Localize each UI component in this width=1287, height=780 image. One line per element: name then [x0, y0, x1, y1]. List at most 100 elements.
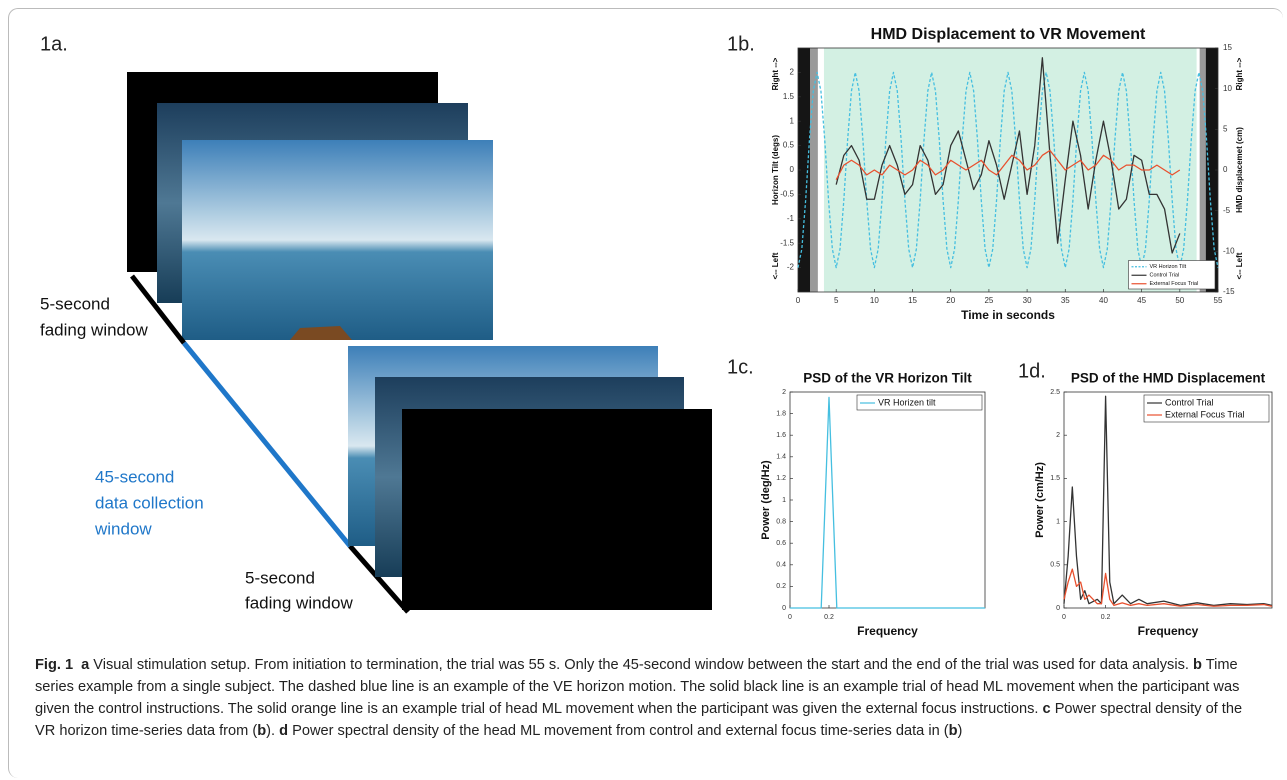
- y-tick-label: 2: [782, 389, 786, 396]
- caption-text: d: [279, 723, 288, 739]
- setup-label: 45-second: [95, 467, 174, 486]
- y2-direction-label: <-- Left: [1235, 252, 1244, 279]
- setup-label: 5-second: [40, 294, 110, 313]
- y-tick-label: 1: [790, 116, 795, 125]
- legend-label: VR Horizon Tilt: [1150, 264, 1187, 270]
- y-tick-label: -2: [787, 263, 795, 272]
- legend-label: Control Trial: [1150, 273, 1180, 279]
- x-tick-label: 0.2: [1101, 614, 1111, 621]
- x-tick-label: 0: [796, 296, 801, 305]
- x-tick-label: 10: [870, 296, 879, 305]
- panel-label: 1d.: [1018, 360, 1046, 382]
- y-tick-label: -1.5: [780, 238, 794, 247]
- x-tick-label: 25: [984, 296, 993, 305]
- chart-title: PSD of the VR Horizon Tilt: [803, 371, 972, 386]
- chart-title: PSD of the HMD Displacement: [1071, 371, 1266, 386]
- legend-label: VR Horizen tilt: [878, 397, 936, 407]
- x-tick-label: 15: [908, 296, 917, 305]
- x-axis-label: Frequency: [1138, 624, 1199, 638]
- x-tick-label: 40: [1099, 296, 1108, 305]
- caption-text: ).: [266, 723, 279, 739]
- x-tick-label: 45: [1137, 296, 1146, 305]
- y-tick-label: 1.8: [776, 410, 786, 417]
- y-tick-label: 2: [790, 68, 795, 77]
- caption-text: Fig. 1: [35, 657, 73, 673]
- x-tick-label: 55: [1214, 296, 1223, 305]
- y-tick-label: 0.8: [776, 518, 786, 525]
- y2-tick-label: 10: [1223, 84, 1232, 93]
- caption-text: ): [958, 723, 963, 739]
- x-tick-label: 30: [1023, 296, 1032, 305]
- panel-label: 1c.: [727, 356, 754, 378]
- x-tick-label: 20: [946, 296, 955, 305]
- y-direction-label: <-- Left: [771, 252, 780, 279]
- y-tick-label: 0: [790, 165, 795, 174]
- y-tick-label: 2.5: [1050, 389, 1060, 396]
- y2-tick-label: -5: [1223, 206, 1231, 215]
- plot-frame: [1064, 392, 1272, 608]
- legend-label: External Focus Trial: [1165, 409, 1245, 419]
- y-tick-label: 1.2: [776, 475, 786, 482]
- plot-frame: [790, 392, 985, 608]
- y2-axis-label: HMD displacemet (cm): [1235, 127, 1244, 213]
- y-tick-label: 0.6: [776, 540, 786, 547]
- series-line: [1064, 396, 1272, 605]
- caption-text: Power spectral density of the head ML mo…: [288, 723, 949, 739]
- y-tick-label: -1: [787, 214, 795, 223]
- y-tick-label: 1.6: [776, 432, 786, 439]
- setup-label: 5-second: [245, 568, 315, 587]
- caption-text: Visual stimulation setup. From initiatio…: [89, 657, 1193, 673]
- caption-text: c: [1043, 701, 1051, 717]
- x-tick-label: 0.2: [824, 614, 834, 621]
- timeline-collection: [184, 343, 350, 546]
- series-line: [1064, 569, 1272, 606]
- y-tick-label: 0.5: [1050, 562, 1060, 569]
- y-direction-label: Right -->: [771, 57, 780, 90]
- series-line: [790, 397, 985, 608]
- shaded-region: [810, 48, 818, 292]
- setup-label: window: [94, 519, 152, 538]
- chart-title: HMD Displacement to VR Movement: [871, 26, 1146, 43]
- y-tick-label: 0: [1056, 605, 1060, 612]
- y-tick-label: 0.2: [776, 583, 786, 590]
- x-tick-label: 0: [1062, 614, 1066, 621]
- y-tick-label: 0.5: [783, 141, 795, 150]
- x-axis-label: Time in seconds: [961, 308, 1055, 322]
- ocean-frame: [182, 140, 493, 340]
- x-axis-label: Frequency: [857, 624, 918, 638]
- figure-page: 1a. 1b. 1c. 1d. 5-second fading window 4…: [0, 0, 1287, 780]
- caption-text: b: [257, 723, 266, 739]
- y2-direction-label: Right -->: [1235, 57, 1244, 90]
- y-tick-label: 0.4: [776, 562, 786, 569]
- x-tick-label: 0: [788, 614, 792, 621]
- y-tick-label: 1: [782, 497, 786, 504]
- panel-label: 1b.: [727, 33, 755, 55]
- black-frame-end: [402, 409, 712, 610]
- legend-label: Control Trial: [1165, 397, 1214, 407]
- y-tick-label: 0: [782, 605, 786, 612]
- setup-label: fading window: [245, 593, 353, 612]
- y2-tick-label: -15: [1223, 287, 1235, 296]
- setup-label: data collection: [95, 493, 204, 512]
- figure: 1a. 1b. 1c. 1d. 5-second fading window 4…: [0, 0, 1287, 650]
- y-tick-label: 1.5: [1050, 475, 1060, 482]
- x-tick-label: 5: [834, 296, 839, 305]
- caption-text: b: [1193, 657, 1202, 673]
- y2-tick-label: -10: [1223, 246, 1235, 255]
- y-tick-label: -0.5: [780, 190, 794, 199]
- panel-label: 1a.: [40, 33, 68, 55]
- x-tick-label: 50: [1175, 296, 1184, 305]
- y2-tick-label: 15: [1223, 43, 1232, 52]
- shaded-region: [1200, 48, 1206, 292]
- y-tick-label: 1: [1056, 518, 1060, 525]
- y-axis-label: Horizon Tilt (degs): [771, 135, 780, 205]
- y2-tick-label: 5: [1223, 124, 1228, 133]
- legend-label: External Focus Trial: [1150, 281, 1199, 287]
- setup-label: fading window: [40, 320, 148, 339]
- y-axis-label: Power (deg/Hz): [760, 460, 772, 540]
- y-tick-label: 1.4: [776, 454, 786, 461]
- y2-tick-label: 0: [1223, 165, 1228, 174]
- y-axis-label: Power (cm/Hz): [1034, 462, 1046, 538]
- y-tick-label: 2: [1056, 432, 1060, 439]
